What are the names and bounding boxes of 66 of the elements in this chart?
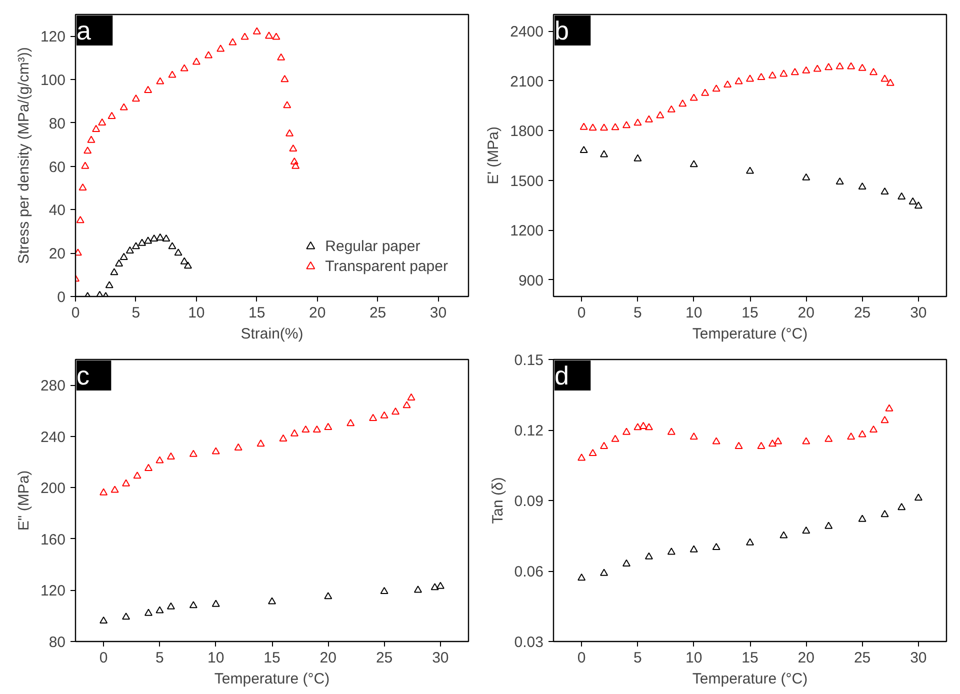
x-tick-label: 30 xyxy=(432,650,449,666)
x-tick-label: 5 xyxy=(132,304,140,322)
x-tick-label: 20 xyxy=(309,304,326,322)
y-tick-label: 0.06 xyxy=(514,564,544,580)
x-tick-label: 0 xyxy=(577,650,586,666)
y-tick-label: 1500 xyxy=(510,172,544,190)
x-axis-title: Temperature (°C) xyxy=(692,326,808,342)
x-tick-label: 0 xyxy=(99,650,108,666)
chart-title: b xyxy=(554,16,569,46)
y-tick-label: 0.03 xyxy=(514,634,544,651)
x-axis-title: Temperature (°C) xyxy=(692,670,808,688)
x-tick-label: 30 xyxy=(430,304,447,322)
x-axis-title: Strain(%) xyxy=(240,326,304,342)
x-tick-label: 15 xyxy=(742,650,758,666)
chart-title: c xyxy=(76,360,90,390)
y-tick-label: 2100 xyxy=(510,73,544,90)
y-tick-label: 40 xyxy=(48,202,66,220)
y-tick-label: 2400 xyxy=(510,24,544,41)
y-tick-label: 0.09 xyxy=(514,493,544,510)
x-tick-label: 20 xyxy=(798,304,814,322)
x-tick-label: 15 xyxy=(264,650,280,666)
y-axis-title: E" (MPa) xyxy=(15,470,32,531)
y-tick-label: 100 xyxy=(40,72,66,90)
y-tick-label: 80 xyxy=(48,115,66,132)
x-tick-label: 10 xyxy=(208,650,224,666)
y-tick-label: 280 xyxy=(40,378,66,395)
y-tick-label: 160 xyxy=(40,531,66,548)
x-tick-label: 15 xyxy=(742,304,758,322)
y-tick-label: 20 xyxy=(48,246,66,263)
x-tick-label: 10 xyxy=(188,304,205,322)
x-tick-label: 25 xyxy=(854,304,871,322)
x-tick-label: 25 xyxy=(376,650,393,666)
y-tick-label: 1800 xyxy=(510,123,544,140)
x-axis-title: Temperature (°C) xyxy=(214,670,330,688)
x-tick-label: 0 xyxy=(71,304,80,322)
y-axis-title: E' (MPa) xyxy=(485,126,502,184)
y-tick-label: 0 xyxy=(57,289,66,306)
x-tick-label: 15 xyxy=(248,304,266,322)
y-tick-label: 0.15 xyxy=(514,352,544,369)
legend-label: Transparent paper xyxy=(325,258,448,274)
y-axis-title: Stress per density (MPa/(g/cm³)) xyxy=(15,47,32,264)
y-tick-label: 200 xyxy=(40,480,66,498)
x-tick-label: 25 xyxy=(369,304,386,322)
x-tick-label: 10 xyxy=(686,304,702,322)
y-axis-title: Tan (δ) xyxy=(489,477,506,524)
x-tick-label: 20 xyxy=(320,650,336,666)
x-tick-label: 20 xyxy=(798,650,814,666)
chart-title: a xyxy=(76,16,92,46)
x-tick-label: 30 xyxy=(910,650,927,666)
y-tick-label: 60 xyxy=(48,158,66,176)
x-tick-label: 5 xyxy=(156,650,164,666)
x-tick-label: 5 xyxy=(634,304,642,322)
y-tick-label: 1200 xyxy=(510,222,544,240)
legend-label: Regular paper xyxy=(325,238,420,254)
x-tick-label: 30 xyxy=(910,304,927,322)
y-tick-label: 0.12 xyxy=(514,422,544,440)
x-tick-label: 10 xyxy=(686,650,702,666)
y-tick-label: 120 xyxy=(40,582,66,600)
chart-title: d xyxy=(554,360,569,390)
y-tick-label: 240 xyxy=(40,428,66,446)
x-tick-label: 0 xyxy=(577,304,586,322)
x-tick-label: 5 xyxy=(634,650,642,666)
y-tick-label: 120 xyxy=(40,28,66,46)
x-tick-label: 25 xyxy=(854,650,871,666)
y-tick-label: 900 xyxy=(518,272,544,290)
y-tick-label: 80 xyxy=(48,634,66,651)
